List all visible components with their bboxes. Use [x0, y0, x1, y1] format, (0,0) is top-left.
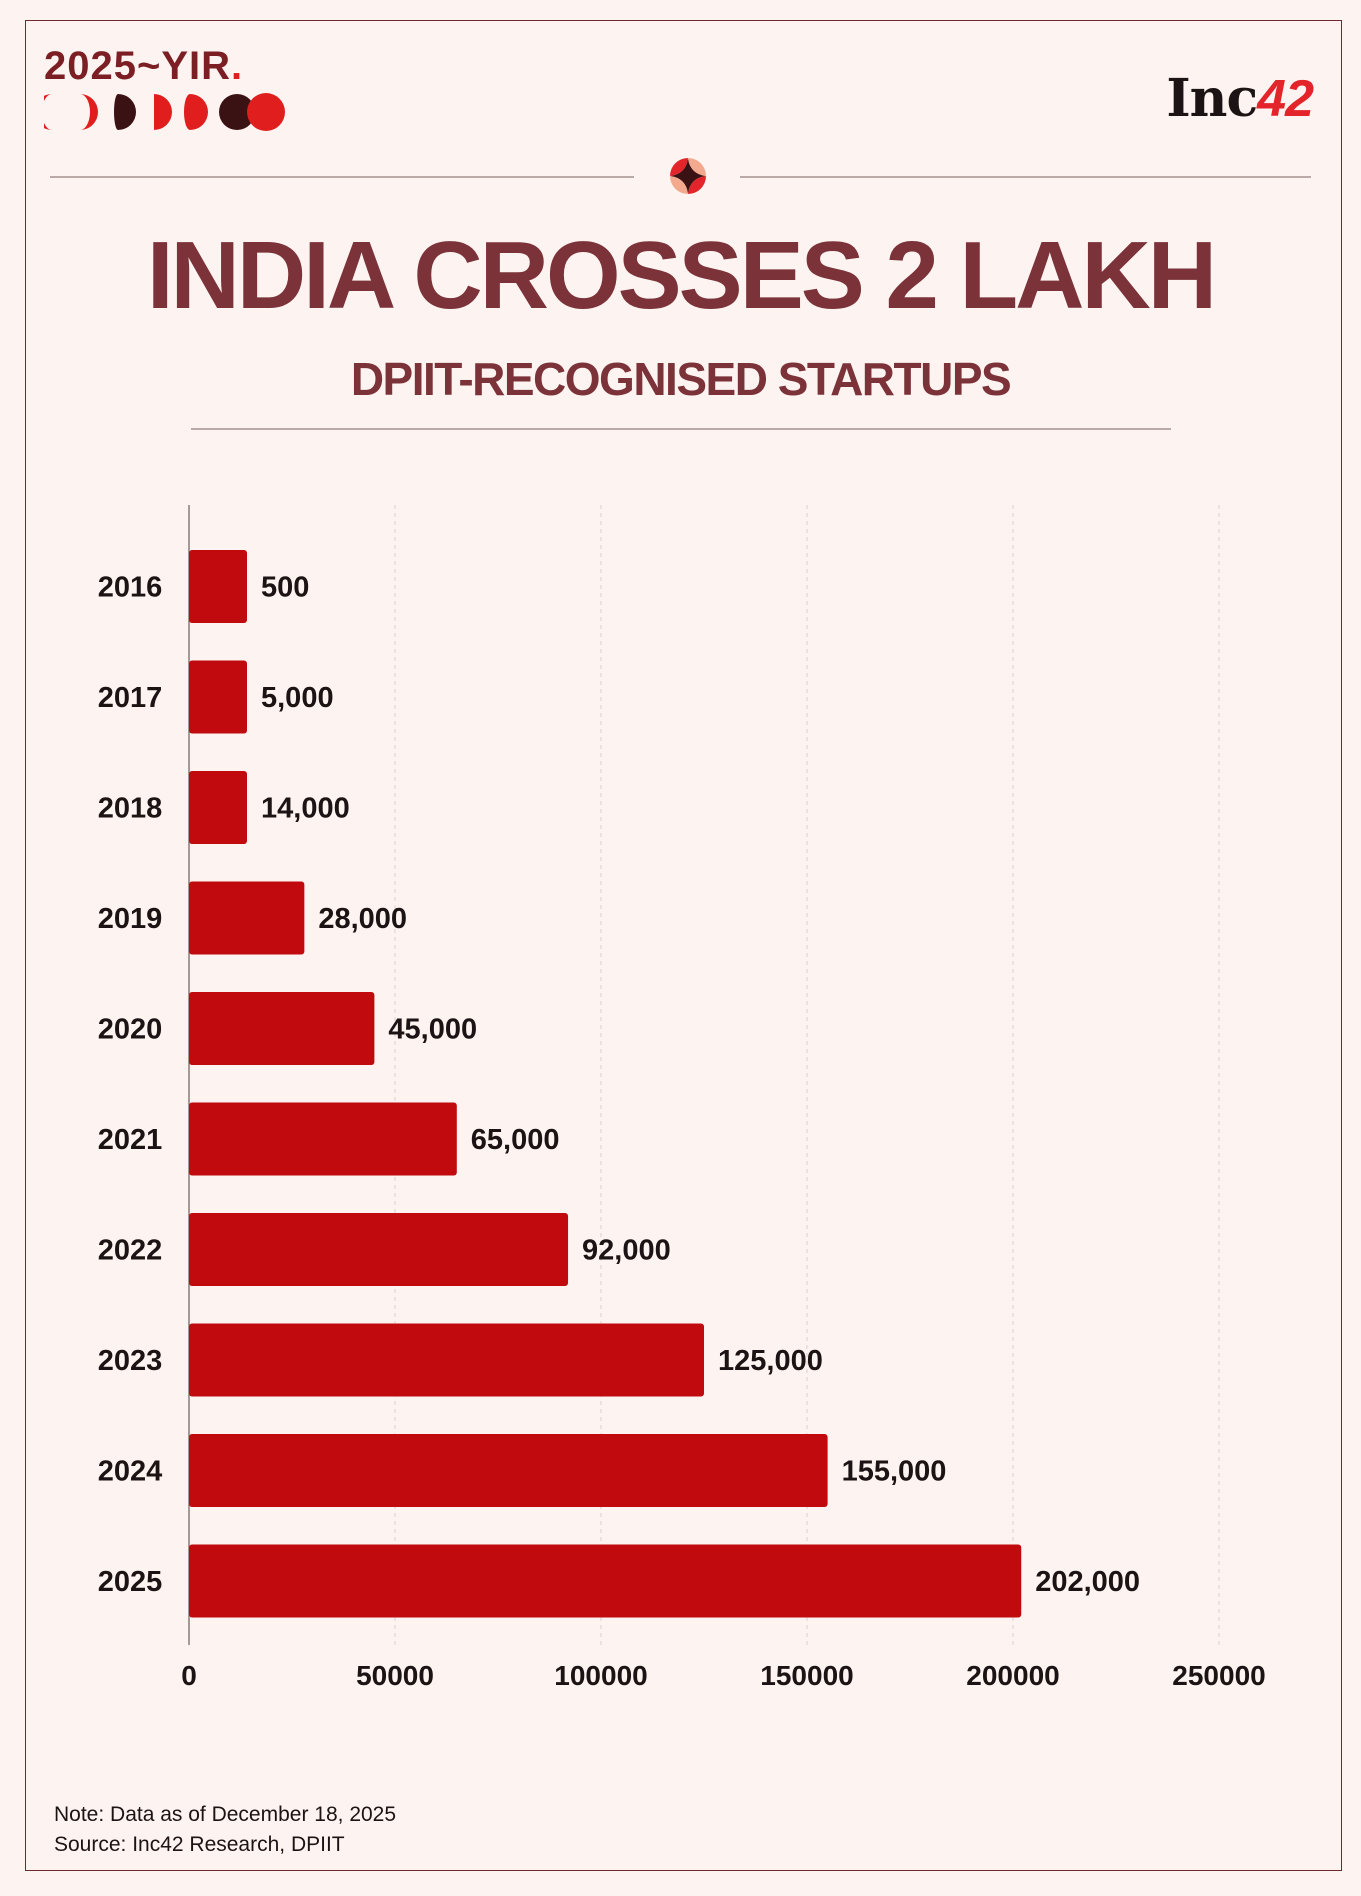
- bar-2016: [189, 550, 247, 623]
- category-label-2022: 2022: [98, 1235, 163, 1267]
- page-subtitle: DPIIT-RECOGNISED STARTUPS: [350, 353, 1012, 405]
- bar-2019: [189, 881, 305, 955]
- bar-2021: [189, 1102, 457, 1176]
- category-label-2023: 2023: [98, 1345, 163, 1377]
- moon-phase-1: [44, 94, 52, 130]
- category-label-2021: 2021: [98, 1124, 163, 1156]
- value-label-2024: 155,000: [842, 1456, 947, 1488]
- moon-phase-2: [80, 94, 98, 130]
- category-label-2025: 2025: [98, 1566, 163, 1598]
- bar-2024: [189, 1434, 828, 1507]
- value-label-2016: 500: [261, 572, 309, 604]
- category-label-2017: 2017: [98, 682, 163, 714]
- bar-2022: [189, 1213, 569, 1286]
- bar-2023: [189, 1323, 704, 1397]
- x-tick-label-5: 250000: [1172, 1660, 1265, 1691]
- value-label-2021: 65,000: [471, 1124, 560, 1156]
- moon-phase-5: [184, 94, 208, 130]
- x-tick-label-4: 200000: [966, 1660, 1059, 1691]
- bar-2025: [189, 1544, 1022, 1618]
- value-label-2023: 125,000: [718, 1345, 823, 1377]
- moon-phases-icon: [44, 93, 285, 131]
- inc42-emblem-icon: [670, 158, 706, 194]
- value-label-2017: 5,000: [261, 682, 334, 714]
- page-frame: [25, 20, 1342, 1871]
- note-text: Note: Data as of December 18, 2025: [54, 1803, 397, 1826]
- bar-2020: [189, 992, 375, 1065]
- bar-2018: [189, 771, 247, 844]
- header-rule-right: [740, 176, 1311, 178]
- page-title: INDIA CROSSES 2 LAKH: [146, 222, 1217, 329]
- bar-chart: 0 50000 100000 150000 200000 250000 2016 500 201…: [98, 505, 1266, 1691]
- inc42-logo: Inc42: [1166, 68, 1314, 129]
- x-tick-label-2: 100000: [554, 1660, 647, 1691]
- moon-phase-4: [154, 94, 172, 130]
- value-label-2019: 28,000: [318, 903, 407, 935]
- bar-2017: [189, 660, 247, 734]
- category-label-2016: 2016: [98, 572, 163, 604]
- moon-phase-6: [219, 94, 255, 130]
- value-label-2022: 92,000: [582, 1235, 671, 1267]
- year-in-review-badge: 2025~YIR.: [44, 44, 244, 88]
- value-label-2020: 45,000: [388, 1014, 477, 1046]
- subtitle-rule: [191, 428, 1171, 430]
- x-tick-label-0: 0: [181, 1660, 197, 1691]
- source-text: Source: Inc42 Research, DPIIT: [54, 1833, 345, 1856]
- category-label-2020: 2020: [98, 1014, 163, 1046]
- value-label-2018: 14,000: [261, 793, 350, 825]
- value-label-2025: 202,000: [1035, 1566, 1140, 1598]
- category-label-2019: 2019: [98, 903, 163, 935]
- header-rule-left: [50, 176, 634, 178]
- moon-phase-3: [114, 94, 136, 130]
- footnotes: Note: Data as of December 18, 2025 Sourc…: [54, 1800, 396, 1860]
- category-label-2024: 2024: [98, 1456, 163, 1488]
- category-label-2018: 2018: [98, 793, 163, 825]
- moon-phase-7: [247, 93, 285, 131]
- x-tick-label-1: 50000: [356, 1660, 434, 1691]
- x-tick-label-3: 150000: [760, 1660, 853, 1691]
